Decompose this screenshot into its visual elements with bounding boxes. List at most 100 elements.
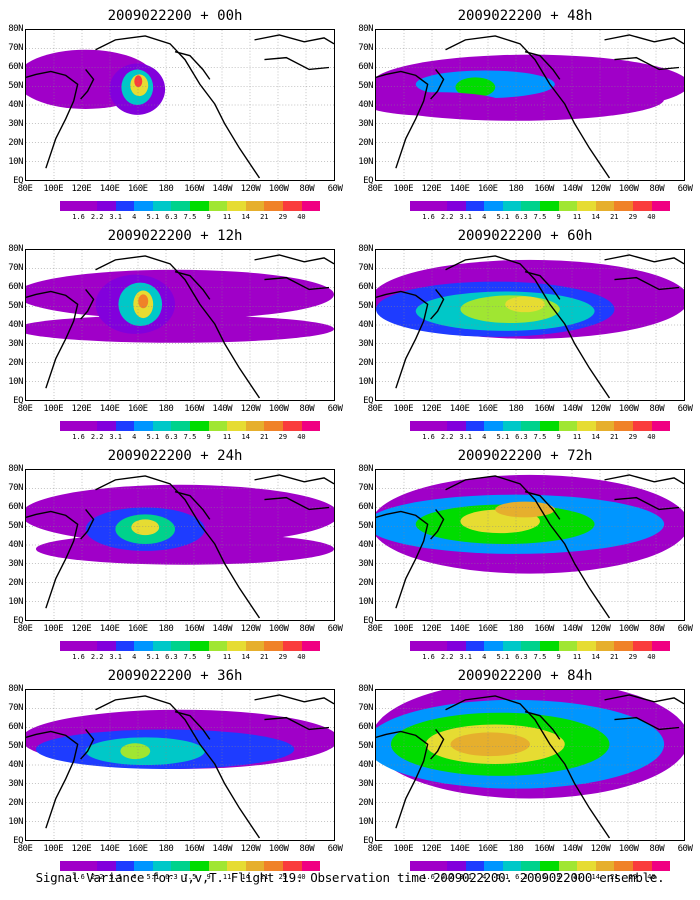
lon-tick-label: 100W [268,844,289,854]
colorbar-swatch [152,421,172,431]
colorbar-swatch [447,641,466,651]
colorbar-swatch [208,641,228,651]
colorbar-label: 40 [297,653,306,661]
lat-tick-label: 20N [8,798,23,808]
lon-axis: 80E 100E 120E 140E 160E 180 160W 140W 120W 100W 80… [15,404,345,414]
colorbar [410,201,671,211]
lon-tick-label: 180 [508,404,524,414]
lat-tick-label: 10N [358,157,373,167]
colorbar-swatch [614,641,633,651]
colorbar-swatch [190,861,209,871]
lon-axis: 80E 100E 120E 140E 160E 180 160W 140W 120W 100W 80… [15,624,345,634]
colorbar-swatch [97,201,116,211]
colorbar-swatch [540,421,559,431]
colorbar [60,201,321,211]
colorbar-label: 5.1 [146,433,160,441]
coastline [604,254,684,265]
lon-tick-label: 100E [43,844,64,854]
coastline [264,56,330,71]
colorbar-swatch [558,201,578,211]
colorbar-label: 29 [278,213,288,221]
colorbar-label: 2.2 [90,653,104,661]
colorbar-swatch [614,201,633,211]
lat-tick-label: 40N [8,540,23,550]
lon-tick-label: 80W [649,404,665,414]
lon-tick-label: 140W [562,624,583,634]
colorbar-swatch [521,421,541,431]
colorbar-swatch [447,201,466,211]
colorbar-label: 3.1 [459,213,473,221]
lon-axis: 80E 100E 120E 140E 160E 180 160W 140W 120W 100W 80… [15,184,345,194]
colorbar [60,421,321,431]
colorbar-swatch [301,641,321,651]
colorbar-swatch [595,201,615,211]
lat-tick-label: 30N [8,779,23,789]
lon-tick-label: 80E [367,184,383,194]
colorbar-swatch [540,641,559,651]
lat-tick-label: 70N [358,263,373,273]
colorbar-swatch [502,861,522,871]
colorbar-label: 1.6 [72,433,85,441]
colorbar-swatch [60,201,79,211]
colorbar-swatch [78,861,98,871]
colorbar-swatch [428,421,448,431]
lon-tick-label: 160W [534,404,554,414]
lon-tick-label: 160W [184,844,204,854]
lat-tick-label: EQ [13,396,23,406]
figure-caption: Signal Variance for u,v,T. Flight 19. Ob… [35,870,665,885]
lat-tick-label: 80N [358,464,373,474]
variance-map [375,689,685,841]
lon-tick-label: 180 [508,184,524,194]
colorbar-swatch [78,421,98,431]
map-panel: 2009022200 + 60h 80N 70N 60N 50N 40N 30N 20N 10N… [355,228,695,448]
colorbar-swatch [264,641,283,651]
colorbar-label: 6.3 [165,653,178,661]
coastline [524,51,561,80]
lon-tick-label: 100E [393,404,414,414]
colorbar-swatch [282,201,302,211]
lon-tick-label: 160W [534,184,554,194]
lon-tick-label: 60W [677,844,693,854]
lon-tick-label: 120W [590,844,611,854]
lon-tick-label: 80E [17,184,33,194]
lat-tick-label: 30N [8,559,23,569]
lat-tick-label: 70N [8,703,23,713]
colorbar-labels: 1.6 2.2 3.1 4 5.1 6.3 7.5 9 11 14 21 29 40 [60,433,320,442]
lon-tick-label: 140W [212,404,233,414]
colorbar-label: 7.5 [533,873,547,881]
colorbar-label: 40 [647,213,656,221]
lat-tick-label: EQ [363,836,373,846]
colorbar-label: 2.2 [440,653,454,661]
variance-map [375,469,685,621]
lon-tick-label: 120W [240,844,261,854]
lat-tick-label: 40N [358,540,373,550]
lon-tick-label: 160E [127,404,148,414]
colorbar-label: 1.6 [422,653,435,661]
lon-tick-label: 80W [299,624,315,634]
map-panel: 2009022200 + 84h 80N 70N 60N 50N 40N 30N 20N 10N… [355,668,695,888]
lat-tick-label: 50N [8,741,23,751]
lat-tick-label: 60N [8,502,23,512]
colorbar-label: 5.1 [496,873,510,881]
lat-tick-label: 10N [8,157,23,167]
colorbar-swatch [134,421,153,431]
lat-tick-label: 50N [8,521,23,531]
colorbar-labels: 1.6 2.2 3.1 4 5.1 6.3 7.5 9 11 14 21 29 40 [60,873,320,882]
coastline [430,289,445,320]
colorbar-swatch [301,201,321,211]
coastline [445,695,611,839]
coastline [614,496,680,511]
coastline [174,711,211,740]
colorbar-label: 21 [260,873,269,881]
coastline [174,271,211,300]
colorbar-swatch [134,861,153,871]
lon-tick-label: 140E [449,624,470,634]
colorbar [60,861,321,871]
lon-tick-label: 100W [618,624,639,634]
colorbar-label: 21 [610,213,619,221]
colorbar-label: 3.1 [459,653,473,661]
lon-tick-label: 160W [184,184,204,194]
coastline [614,56,680,71]
variance-contour [26,315,334,343]
colorbar-swatch [521,201,541,211]
